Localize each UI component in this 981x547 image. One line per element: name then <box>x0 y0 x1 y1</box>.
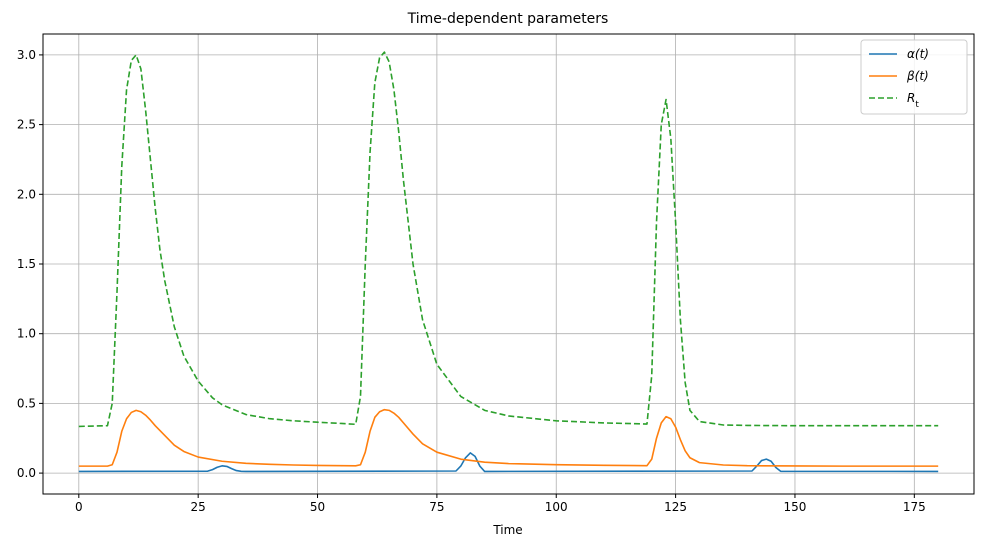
y-axis-ticks: 0.0 0.5 1.0 1.5 2.0 2.5 3.0 <box>17 48 43 480</box>
x-tick-label: 75 <box>429 500 444 514</box>
chart-title: Time-dependent parameters <box>407 11 609 27</box>
x-tick-label: 175 <box>903 500 926 514</box>
plot-lines <box>78 51 939 473</box>
x-tick-label: 100 <box>545 500 568 514</box>
series-line <box>78 452 939 473</box>
x-tick-label: 50 <box>310 500 325 514</box>
y-tick-label: 1.5 <box>17 257 36 271</box>
x-axis-ticks: 0 25 50 75 100 125 150 175 <box>75 494 926 514</box>
legend-label: β(t) <box>906 69 929 83</box>
y-tick-label: 2.5 <box>17 118 36 132</box>
x-tick-label: 150 <box>784 500 807 514</box>
y-tick-label: 1.0 <box>17 327 36 341</box>
y-tick-label: 0.5 <box>17 396 36 410</box>
legend: α(t)β(t)Rt <box>860 39 968 115</box>
series-line <box>78 408 939 467</box>
y-tick-label: 0.0 <box>17 466 36 480</box>
x-tick-label: 25 <box>191 500 206 514</box>
x-axis-label: Time <box>492 523 522 537</box>
x-tick-label: 0 <box>75 500 83 514</box>
legend-box <box>860 39 968 115</box>
x-tick-label: 125 <box>664 500 687 514</box>
series-line <box>78 51 939 428</box>
y-tick-label: 3.0 <box>17 48 36 62</box>
grid <box>43 34 974 494</box>
y-tick-label: 2.0 <box>17 187 36 201</box>
legend-label: α(t) <box>907 47 929 61</box>
